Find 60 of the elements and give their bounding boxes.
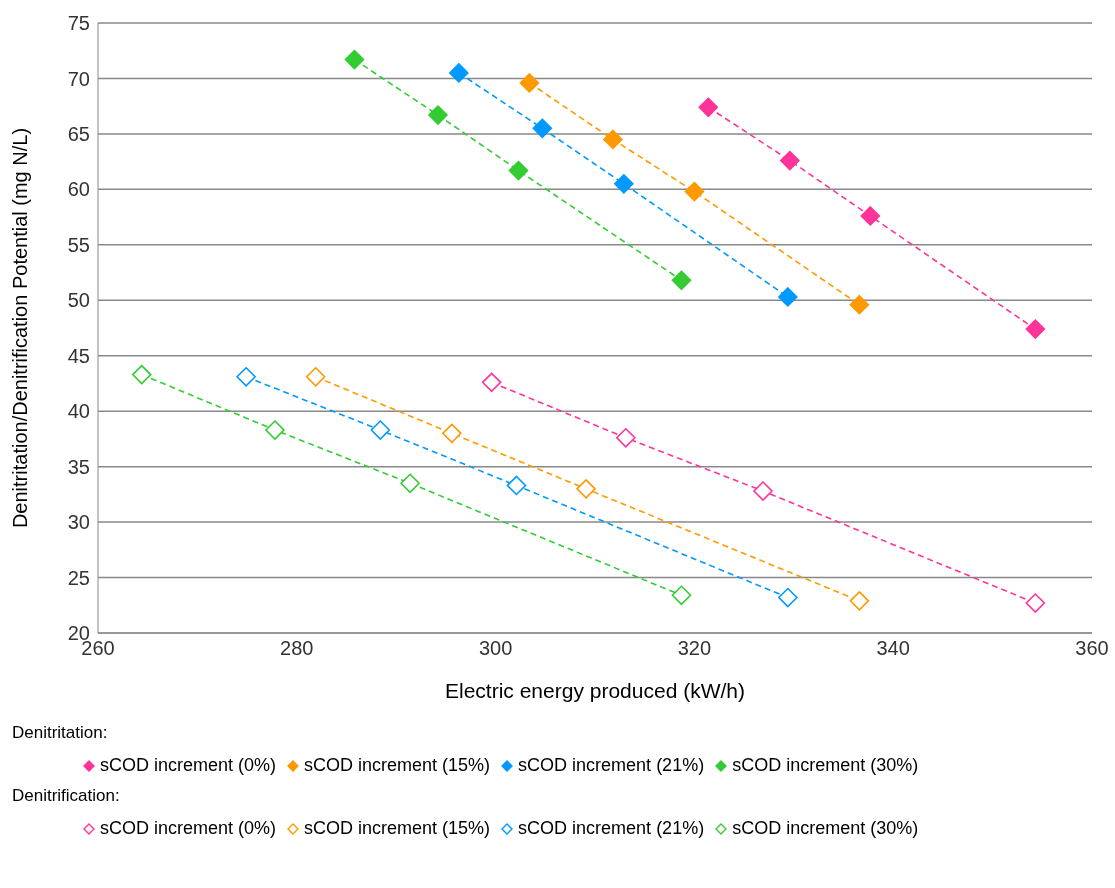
point	[370, 420, 391, 440]
y-tick-label: 70	[67, 67, 90, 90]
text: Denitritation:	[12, 723, 109, 743]
point	[442, 423, 462, 444]
text: Denitrification:	[12, 786, 121, 806]
x-tick-label: 320	[677, 637, 712, 660]
legend-label: sCOD increment (21%)	[518, 818, 705, 838]
y-tick-label: 35	[67, 455, 90, 478]
point	[506, 475, 527, 496]
point	[849, 294, 870, 315]
point	[532, 118, 553, 139]
point	[236, 367, 256, 387]
legend-label: sCOD increment (0%)	[100, 755, 277, 775]
y-tick-label: 65	[67, 123, 90, 146]
point	[508, 160, 529, 181]
point	[860, 206, 881, 226]
legend-label: sCOD increment (21%)	[518, 755, 705, 775]
point	[428, 105, 448, 125]
point	[481, 372, 502, 393]
legend-label: sCOD increment (15%)	[304, 818, 491, 838]
point	[778, 287, 798, 307]
point	[603, 129, 623, 150]
y-tick-label: 50	[67, 289, 90, 312]
x-tick-label: 300	[478, 637, 513, 660]
y-tick-label: 55	[67, 233, 90, 256]
legend-label: sCOD increment (15%)	[304, 755, 491, 775]
point	[671, 270, 692, 291]
x-tick-label: 340	[876, 637, 910, 660]
point	[519, 73, 540, 93]
point	[849, 591, 870, 611]
y-tick-label: 75	[67, 12, 90, 35]
point	[1025, 319, 1046, 339]
point	[265, 420, 285, 440]
y-axis-title: Denitritation/Denitrification Potential (mg N/L)	[9, 127, 32, 529]
point	[344, 49, 365, 70]
y-tick-label: 60	[67, 178, 90, 201]
point	[753, 481, 773, 501]
point	[449, 63, 469, 83]
y-tick-label: 45	[67, 344, 90, 367]
point	[400, 473, 420, 494]
point	[671, 585, 692, 606]
x-axis-title: Electric energy produced (kW/h)	[445, 679, 745, 702]
legend-label: sCOD increment (30%)	[732, 755, 919, 775]
y-tick-label: 25	[67, 566, 90, 589]
y-tick-label: 40	[67, 400, 90, 423]
x-tick-label: 280	[280, 637, 314, 660]
x-tick-label: 360	[1075, 637, 1109, 660]
y-tick-label: 30	[67, 511, 90, 534]
point	[684, 181, 705, 202]
point	[576, 479, 596, 499]
legend-label: sCOD increment (30%)	[732, 818, 919, 838]
point	[614, 174, 634, 194]
point	[305, 367, 326, 387]
point	[616, 428, 636, 448]
point	[1025, 593, 1046, 613]
point	[131, 364, 152, 385]
point	[778, 587, 798, 608]
point	[698, 97, 719, 118]
point	[780, 150, 800, 171]
legend-label: sCOD increment (0%)	[100, 818, 277, 838]
